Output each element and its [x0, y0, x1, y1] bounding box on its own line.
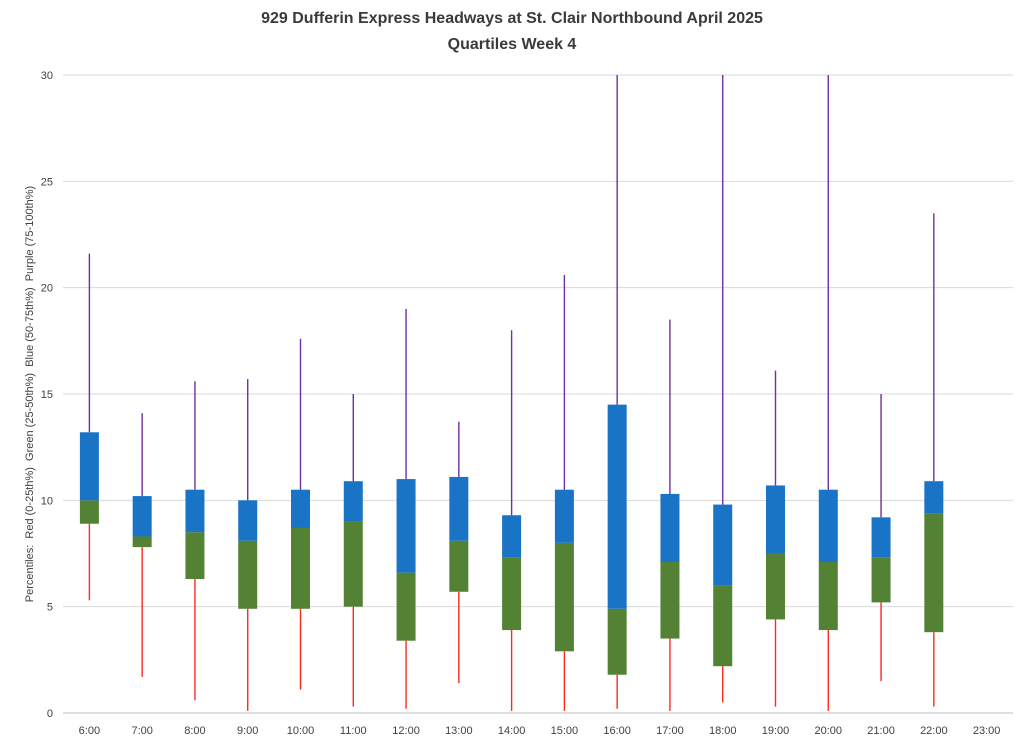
x-tick-label: 19:00	[762, 725, 790, 737]
chart-title: 929 Dufferin Express Headways at St. Cla…	[0, 6, 1024, 58]
x-tick-label: 12:00	[392, 725, 420, 737]
box-50-75	[607, 404, 627, 609]
x-tick-label: 21:00	[867, 725, 895, 737]
box-50-75	[766, 485, 785, 554]
x-tick-label: 9:00	[237, 725, 258, 737]
y-tick-label: 30	[41, 70, 53, 82]
box-25-50	[396, 572, 416, 641]
box-50-75	[449, 476, 469, 541]
x-tick-label: 11:00	[340, 725, 367, 737]
x-tick-label: 23:00	[973, 725, 1001, 737]
box-25-50	[818, 562, 838, 631]
box-25-50	[343, 521, 363, 607]
box-25-50	[132, 536, 152, 548]
x-tick-label: 8:00	[184, 725, 205, 737]
box-25-50	[607, 608, 627, 675]
box-50-75	[132, 496, 152, 537]
chart-title-line1: 929 Dufferin Express Headways at St. Cla…	[261, 10, 763, 27]
y-tick-label: 20	[41, 283, 53, 295]
x-tick-label: 13:00	[445, 725, 473, 737]
box-50-75	[343, 481, 363, 522]
box-25-50	[185, 532, 205, 580]
box-25-50	[449, 540, 469, 592]
box-50-75	[871, 517, 891, 558]
x-tick-label: 6:00	[79, 725, 100, 737]
y-tick-label: 5	[47, 602, 53, 614]
y-tick-label: 0	[47, 708, 53, 720]
box-25-50	[713, 585, 733, 667]
box-50-75	[924, 481, 944, 514]
x-tick-label: 14:00	[498, 725, 526, 737]
x-tick-label: 20:00	[815, 725, 843, 737]
y-tick-label: 10	[41, 495, 53, 507]
x-tick-label: 10:00	[287, 725, 315, 737]
box-50-75	[554, 489, 574, 543]
x-tick-label: 7:00	[131, 725, 152, 737]
box-50-75	[396, 479, 416, 573]
x-tick-label: 22:00	[920, 725, 948, 737]
box-25-50	[924, 513, 944, 633]
box-25-50	[79, 500, 99, 524]
y-tick-label: 15	[41, 389, 53, 401]
box-25-50	[660, 562, 680, 639]
box-50-75	[238, 500, 258, 541]
x-tick-label: 15:00	[551, 725, 579, 737]
box-50-75	[502, 515, 522, 558]
box-50-75	[79, 432, 99, 501]
box-50-75	[818, 489, 838, 563]
box-25-50	[766, 553, 785, 620]
x-tick-label: 16:00	[603, 725, 631, 737]
box-50-75	[185, 489, 205, 533]
chart-title-line2: Quartiles Week 4	[447, 36, 577, 53]
box-25-50	[238, 540, 258, 609]
x-tick-label: 18:00	[709, 725, 737, 737]
box-50-75	[713, 504, 733, 586]
x-tick-label: 17:00	[656, 725, 684, 737]
box-25-50	[291, 527, 310, 609]
box-25-50	[554, 542, 574, 652]
box-25-50	[871, 557, 891, 603]
box-25-50	[502, 557, 522, 631]
box-50-75	[660, 493, 680, 563]
box-50-75	[291, 489, 310, 528]
y-tick-label: 25	[41, 176, 53, 188]
